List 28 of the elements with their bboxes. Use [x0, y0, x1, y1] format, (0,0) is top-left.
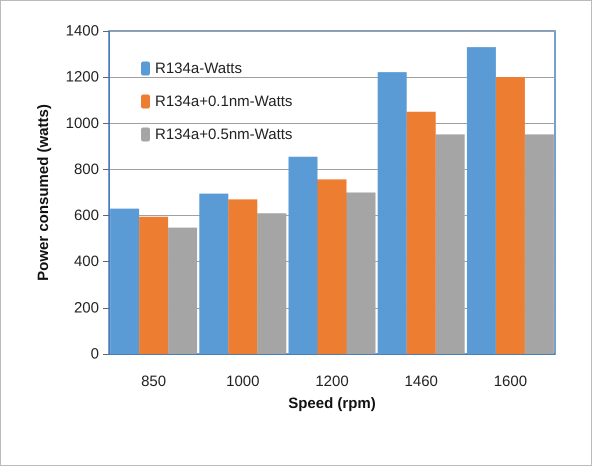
y-tick-label: 1000	[66, 114, 99, 132]
bar	[406, 112, 436, 354]
bar	[466, 47, 496, 354]
bar	[110, 208, 140, 354]
y-tick-label: 800	[74, 160, 99, 178]
bar	[228, 199, 258, 354]
bar	[139, 216, 168, 354]
x-tick-label: 1000	[226, 373, 260, 390]
y-tick-label: 0	[90, 346, 99, 362]
legend-label: R134a-Watts	[155, 60, 242, 77]
bar	[199, 194, 228, 354]
bar	[378, 72, 407, 354]
x-axis-title: Speed (rpm)	[288, 395, 376, 412]
y-tick-label: 200	[74, 299, 99, 316]
y-tick-label: 1400	[66, 22, 99, 40]
y-tick-label: 400	[74, 253, 99, 270]
bar	[318, 179, 346, 354]
x-tick-label: 850	[141, 373, 166, 390]
y-tick-label: 1200	[66, 68, 99, 86]
y-axis-title: Power consumed (watts)	[35, 104, 52, 281]
x-tick-label: 1600	[494, 373, 528, 390]
x-tick-label: 1460	[404, 373, 438, 390]
legend-label: R134a+0.1nm-Watts	[155, 93, 292, 110]
bar	[288, 156, 318, 354]
legend-label: R134a+0.5nm-Watts	[155, 126, 292, 143]
bar	[496, 77, 525, 354]
x-tick-label: 1200	[315, 373, 349, 390]
y-tick-label: 600	[74, 207, 99, 224]
